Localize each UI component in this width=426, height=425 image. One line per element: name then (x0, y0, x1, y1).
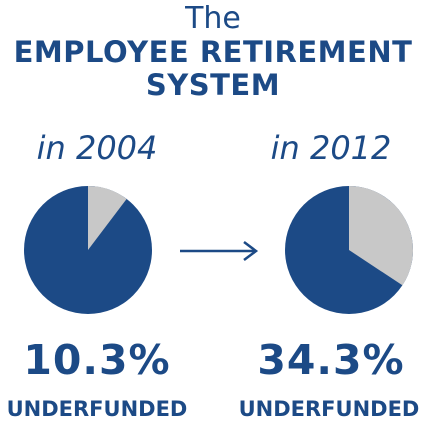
caption-underfunded-2004: UNDERFUNDED (6, 397, 188, 421)
percent-label-2012: 34.3% (257, 336, 405, 384)
pie-chart-2004 (24, 186, 152, 314)
title-line-the: The (185, 1, 241, 36)
title-line-employee-retirement: EMPLOYEE RETIREMENT (13, 35, 413, 69)
year-label-2012: in 2012 (270, 129, 392, 167)
right-arrow-icon (180, 241, 259, 261)
title-line-system: SYSTEM (145, 68, 281, 102)
caption-underfunded-2012: UNDERFUNDED (238, 397, 420, 421)
pie-2012-underfunded-slice (349, 186, 414, 286)
pie-chart-2012 (285, 186, 414, 314)
pie-2004-underfunded-slice (88, 186, 127, 250)
percent-label-2004: 10.3% (23, 336, 171, 384)
year-label-2004: in 2004 (36, 129, 158, 167)
chart-title: The EMPLOYEE RETIREMENT SYSTEM (0, 2, 426, 100)
